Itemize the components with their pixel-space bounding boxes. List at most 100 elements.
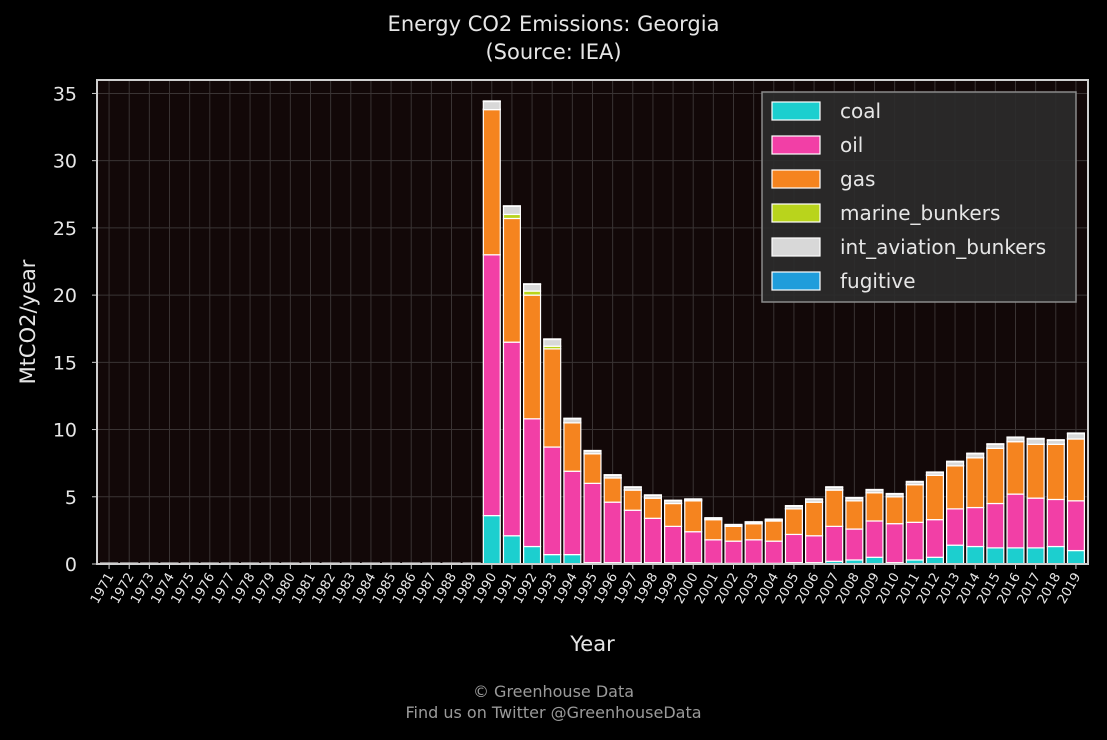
bar-fugitive-2016: [1006, 436, 1025, 439]
legend-label-int_aviation_bunkers: int_aviation_bunkers: [840, 235, 1046, 259]
bar-oil-1993: [543, 446, 562, 556]
legend-label-gas: gas: [840, 167, 875, 191]
bar-fugitive-2018: [1046, 439, 1065, 441]
bar-fugitive-2015: [986, 443, 1005, 445]
legend-label-marine_bunkers: marine_bunkers: [840, 201, 1000, 225]
bar-oil-2010: [885, 523, 904, 564]
bar-fugitive-1990: [482, 100, 501, 103]
bar-oil-2011: [905, 521, 924, 561]
bar-marine_bunkers-1992: [523, 290, 542, 296]
bar-gas-2010: [885, 496, 904, 525]
bar-fugitive-2004: [764, 518, 783, 521]
bar-fugitive-2012: [925, 471, 944, 474]
bar-gas-1993: [543, 348, 562, 448]
bar-oil-1995: [583, 482, 602, 564]
bar-gas-2017: [1026, 443, 1045, 499]
bar-oil-2007: [825, 525, 844, 562]
y-tick-label: 15: [53, 352, 77, 374]
bar-oil-2008: [845, 528, 864, 561]
bar-fugitive-2014: [966, 452, 985, 455]
bar-oil-2019: [1066, 500, 1085, 552]
bar-fugitive-2003: [744, 521, 763, 523]
legend-swatch-coal: [771, 101, 821, 121]
legend-swatch-fugitive: [771, 271, 821, 291]
bar-oil-1990: [482, 254, 501, 517]
bar-oil-2016: [1006, 493, 1025, 549]
bar-int_aviation_bunkers-2017: [1026, 438, 1045, 445]
bar-gas-2012: [925, 474, 944, 521]
footer-twitter: Find us on Twitter @GreenhouseData: [405, 703, 702, 722]
bar-oil-1998: [643, 517, 662, 564]
bar-gas-2005: [784, 508, 803, 536]
x-axis-label: Year: [569, 632, 615, 656]
bar-fugitive-2002: [724, 523, 743, 526]
y-tick-label: 5: [65, 487, 77, 509]
bar-oil-1997: [623, 509, 642, 564]
bar-marine_bunkers-1991: [502, 213, 521, 220]
bar-coal-1992: [523, 545, 542, 565]
bar-gas-2015: [986, 447, 1005, 505]
bar-gas-2016: [1006, 441, 1025, 495]
bar-int_aviation_bunkers-1992: [523, 283, 542, 292]
bar-gas-2011: [905, 484, 924, 523]
chart-subtitle: (Source: IEA): [485, 40, 622, 64]
y-axis-label: MtCO2/year: [16, 259, 40, 384]
bar-fugitive-2010: [885, 492, 904, 495]
bar-coal-2018: [1046, 545, 1065, 565]
bar-int_aviation_bunkers-2018: [1046, 439, 1065, 445]
bar-coal-2019: [1066, 549, 1085, 565]
bar-oil-2015: [986, 502, 1005, 549]
bar-gas-1992: [523, 294, 542, 420]
bar-fugitive-1991: [502, 205, 521, 207]
bar-coal-2016: [1006, 547, 1025, 565]
y-tick-label: 35: [53, 83, 77, 105]
bar-gas-1994: [563, 422, 582, 472]
bar-oil-1996: [603, 501, 622, 564]
bar-oil-2000: [684, 531, 703, 564]
bar-fugitive-1997: [623, 486, 642, 488]
legend-swatch-int_aviation_bunkers: [771, 237, 821, 257]
bar-fugitive-2007: [825, 486, 844, 488]
y-tick-label: 25: [53, 218, 77, 240]
bar-gas-1990: [482, 108, 501, 256]
bar-fugitive-1992: [523, 283, 542, 285]
bar-oil-1992: [523, 418, 542, 548]
bar-coal-2009: [865, 556, 884, 565]
bar-fugitive-1994: [563, 417, 582, 420]
bar-oil-2017: [1026, 497, 1045, 549]
bar-coal-2015: [986, 547, 1005, 565]
bar-gas-1991: [502, 217, 521, 343]
bar-oil-1999: [664, 525, 683, 564]
bar-gas-2002: [724, 525, 743, 542]
bar-fugitive-2017: [1026, 437, 1045, 440]
bar-gas-2003: [744, 523, 763, 541]
y-tick-label: 10: [53, 420, 77, 442]
bar-int_aviation_bunkers-2013: [946, 461, 965, 467]
bar-gas-1999: [664, 502, 683, 527]
bar-oil-2004: [764, 540, 783, 564]
bar-coal-1994: [563, 553, 582, 565]
bar-fugitive-2006: [805, 498, 824, 501]
bar-fugitive-2013: [946, 460, 965, 463]
bar-coal-2012: [925, 556, 944, 565]
bar-fugitive-2000: [684, 498, 703, 501]
bar-gas-2018: [1046, 443, 1065, 501]
bar-int_aviation_bunkers-2016: [1006, 437, 1025, 443]
bar-coal-2017: [1026, 547, 1045, 565]
bar-int_aviation_bunkers-2014: [966, 453, 985, 459]
bar-oil-1994: [563, 470, 582, 556]
bar-oil-2014: [966, 506, 985, 548]
legend-label-coal: coal: [840, 99, 881, 123]
bar-gas-2019: [1066, 438, 1085, 502]
bar-coal-2013: [946, 544, 965, 565]
y-tick-label: 20: [53, 285, 77, 307]
bar-gas-2001: [704, 519, 723, 541]
bar-oil-2002: [724, 540, 743, 564]
bar-oil-2009: [865, 520, 884, 558]
footer-copyright: © Greenhouse Data: [472, 682, 635, 701]
bar-gas-2004: [764, 520, 783, 542]
bar-gas-1995: [583, 453, 602, 484]
bar-gas-2006: [805, 501, 824, 537]
bar-fugitive-1998: [643, 494, 662, 497]
